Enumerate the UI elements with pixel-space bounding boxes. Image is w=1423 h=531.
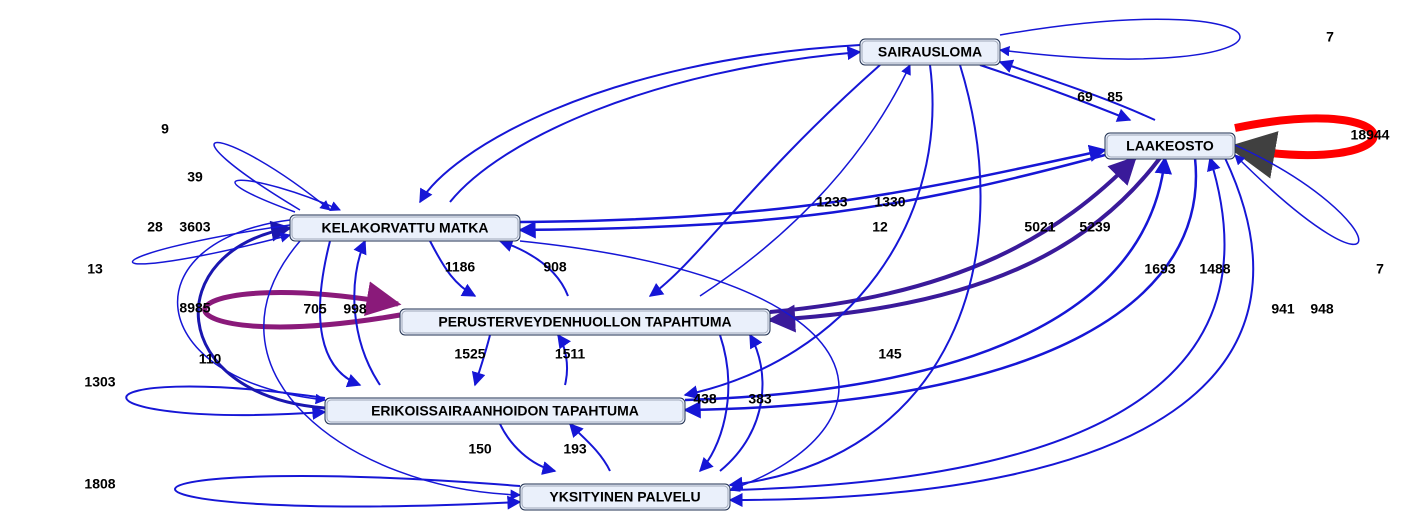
edge-weight-label: 1488 [1199, 261, 1230, 277]
edge [520, 150, 1105, 222]
node-label: ERIKOISSAIRAANHOIDON TAPAHTUMA [371, 403, 639, 419]
edge-weight-label: 1511 [555, 346, 586, 362]
edge-weight-label: 1233 [816, 194, 847, 210]
edge [264, 241, 520, 495]
flow-diagram: SAIRAUSLOMA LAAKEOSTO KELAKORVATTU MATKA PE… [0, 0, 1423, 531]
edge-weight-label: 1186 [445, 259, 476, 275]
edge-weight-label: 948 [1310, 301, 1334, 317]
node-erikois: ERIKOISSAIRAANHOIDON TAPAHTUMA [325, 398, 685, 424]
edge [175, 476, 520, 506]
nodes-layer: SAIRAUSLOMA LAAKEOSTO KELAKORVATTU MATKA PE… [290, 39, 1235, 510]
edge-weight-label: 1525 [454, 346, 485, 362]
edge [214, 143, 330, 211]
edge-weight-label: 69 [1077, 89, 1093, 105]
node-kelakorvattu: KELAKORVATTU MATKA [290, 215, 520, 241]
node-yksityinen: YKSITYINEN PALVELU [520, 484, 730, 510]
edge-weight-label: 7 [1376, 261, 1384, 277]
edge-weight-label: 150 [468, 441, 492, 457]
edge [520, 155, 1105, 230]
edge-weight-label: 1693 [1144, 261, 1175, 277]
edge [420, 45, 860, 202]
edge [730, 158, 1224, 490]
edge [235, 180, 340, 212]
edge-weight-label: 438 [693, 391, 717, 407]
edge-weight-label: 705 [303, 301, 327, 317]
edge-weight-label: 383 [748, 391, 772, 407]
edge-weight-label: 8985 [179, 300, 210, 316]
edge-weight-label: 1303 [84, 374, 115, 390]
edge [700, 65, 910, 296]
edge-weight-label: 13 [87, 261, 103, 277]
edge-weight-label: 28 [147, 219, 163, 235]
edge-weight-label: 39 [187, 169, 203, 185]
edge [770, 158, 1160, 320]
edge [650, 65, 880, 296]
node-sairausloma: SAIRAUSLOMA [860, 39, 1000, 65]
edge-weight-label: 9 [161, 121, 169, 137]
edge-weight-label: 908 [543, 259, 567, 275]
edge-weight-label: 1330 [874, 194, 905, 210]
edge-weight-label: 110 [199, 351, 222, 367]
edge-weight-label: 5021 [1024, 219, 1055, 235]
node-label: YKSITYINEN PALVELU [549, 489, 700, 505]
node-laakeosto: LAAKEOSTO [1105, 133, 1235, 159]
edge [450, 52, 860, 202]
edge-weight-label: 145 [878, 346, 902, 362]
edge [730, 65, 981, 485]
edge-weight-label: 7 [1326, 29, 1334, 45]
node-label: SAIRAUSLOMA [878, 44, 982, 60]
edge [1235, 145, 1359, 244]
edge-weight-label: 12 [872, 219, 888, 235]
node-perus: PERUSTERVEYDENHUOLLON TAPAHTUMA [400, 309, 770, 335]
node-label: LAAKEOSTO [1126, 138, 1214, 154]
edge-weight-label: 1808 [84, 476, 115, 492]
edge-labels-layer: 18944 8985 7 9 1303 1808 69 85 1233 1330 5021 5239 1… [84, 29, 1389, 492]
edge-weight-label: 998 [343, 301, 367, 317]
edges-layer [126, 19, 1374, 506]
edge [500, 424, 555, 471]
node-label: KELAKORVATTU MATKA [322, 220, 489, 236]
edge-weight-label: 193 [563, 441, 587, 457]
edge [126, 387, 325, 416]
edge-weight-label: 3603 [179, 219, 210, 235]
node-label: PERUSTERVEYDENHUOLLON TAPAHTUMA [438, 314, 731, 330]
edge [1000, 19, 1240, 59]
edge-weight-label: 5239 [1079, 219, 1110, 235]
edge-weight-label: 85 [1107, 89, 1123, 105]
edge-weight-label: 941 [1271, 301, 1295, 317]
edge-weight-label: 18944 [1351, 127, 1390, 143]
